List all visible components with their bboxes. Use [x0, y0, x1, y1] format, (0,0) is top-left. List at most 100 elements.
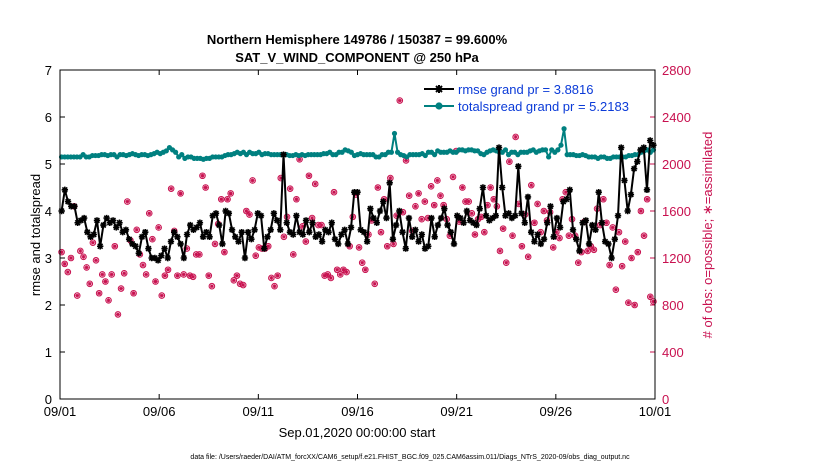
- rmse-point: [573, 236, 580, 243]
- obs-possible-point: [343, 268, 350, 276]
- obs-possible-point: [412, 203, 419, 210]
- rmse-point: [505, 210, 512, 217]
- obs-possible-point: [643, 195, 651, 203]
- obs-possible-point: [117, 285, 125, 292]
- y-left-tick-label: 1: [45, 345, 52, 360]
- rmse-point: [347, 224, 355, 231]
- obs-possible-point: [618, 262, 626, 270]
- obs-assimilated-point: [648, 294, 653, 299]
- rmse-point: [203, 228, 210, 236]
- obs-possible-point: [355, 244, 363, 251]
- rmse-point: [515, 163, 522, 170]
- rmse-point: [244, 228, 252, 236]
- rmse-point: [566, 186, 573, 194]
- obs-possible-point: [142, 271, 150, 278]
- obs-assimilated-point: [150, 237, 155, 242]
- obs-assimilated-point: [313, 181, 318, 186]
- obs-assimilated-point: [219, 197, 224, 202]
- obs-possible-point: [496, 247, 504, 255]
- x-tick-label: 10/01: [639, 404, 672, 419]
- obs-possible-point: [161, 272, 169, 279]
- rmse-point: [556, 224, 564, 231]
- rmse-point: [598, 219, 606, 226]
- obs-assimilated-point: [425, 216, 430, 221]
- obs-possible-point: [302, 238, 310, 245]
- obs-assimilated-point: [482, 230, 487, 235]
- rmse-point: [563, 196, 570, 203]
- obs-possible-point: [130, 289, 137, 297]
- obs-assimilated-point: [407, 193, 412, 198]
- rmse-point: [61, 186, 69, 194]
- rmse-point: [254, 210, 261, 217]
- rmse-point: [325, 228, 332, 236]
- obs-possible-point: [221, 248, 228, 256]
- obs-assimilated-point: [169, 186, 174, 191]
- obs-assimilated-point: [191, 274, 196, 279]
- rmse-point: [521, 219, 528, 226]
- obs-assimilated-point: [613, 287, 618, 292]
- obs-assimilated-point: [466, 199, 471, 204]
- obs-possible-point: [158, 292, 166, 299]
- obs-assimilated-point: [629, 256, 634, 260]
- obs-possible-point: [58, 248, 65, 256]
- obs-assimilated-point: [184, 246, 189, 251]
- rmse-point: [611, 236, 618, 243]
- obs-assimilated-point: [225, 197, 230, 202]
- y-left-tick-label: 3: [45, 251, 52, 266]
- obs-assimilated-point: [335, 267, 340, 272]
- obs-assimilated-point: [294, 197, 299, 202]
- obs-assimilated-point: [526, 254, 531, 259]
- obs-assimilated-point: [112, 244, 117, 249]
- obs-possible-point: [98, 271, 106, 278]
- obs-assimilated-point: [651, 299, 656, 304]
- rmse-point: [90, 231, 97, 238]
- obs-possible-point: [180, 271, 187, 278]
- obs-possible-point: [108, 271, 115, 278]
- obs-possible-point: [600, 195, 607, 203]
- obs-possible-point: [506, 158, 513, 165]
- obs-assimilated-point: [131, 291, 136, 296]
- obs-assimilated-point: [266, 244, 271, 249]
- obs-assimilated-point: [535, 201, 540, 206]
- obs-assimilated-point: [616, 230, 621, 235]
- obs-assimilated-point: [322, 273, 327, 278]
- obs-assimilated-point: [363, 267, 368, 272]
- rmse-point: [125, 236, 133, 243]
- y-right-tick-label: 2400: [662, 110, 691, 125]
- obs-assimilated-point: [635, 250, 640, 255]
- obs-possible-point: [67, 254, 75, 262]
- obs-possible-point: [418, 215, 425, 223]
- obs-possible-point: [124, 198, 131, 205]
- obs-assimilated-point: [416, 191, 421, 196]
- obs-assimilated-point: [541, 209, 546, 213]
- rmse-point: [309, 219, 316, 226]
- y-right-tick-label: 2000: [662, 157, 691, 172]
- obs-assimilated-point: [238, 281, 243, 286]
- rmse-point: [148, 254, 155, 262]
- rmse-point: [486, 217, 493, 224]
- obs-possible-point: [80, 253, 87, 261]
- obs-possible-point: [640, 232, 648, 239]
- obs-assimilated-point: [341, 267, 346, 272]
- obs-possible-point: [133, 226, 141, 234]
- obs-possible-point: [612, 286, 620, 294]
- obs-possible-point: [164, 266, 172, 274]
- rmse-point: [277, 226, 284, 233]
- obs-assimilated-point: [432, 203, 437, 208]
- rmse-point: [187, 221, 194, 229]
- obs-possible-point: [499, 225, 507, 232]
- obs-assimilated-point: [297, 157, 302, 162]
- obs-assimilated-point: [119, 286, 124, 291]
- rmse-point: [415, 238, 422, 245]
- rmse-point: [376, 207, 384, 215]
- rmse-point: [527, 228, 535, 236]
- rmse-point: [592, 226, 599, 233]
- rmse-point: [84, 228, 91, 236]
- obs-assimilated-point: [557, 236, 562, 241]
- obs-assimilated-point: [213, 241, 218, 246]
- y-left-tick-label: 0: [45, 392, 52, 407]
- rmse-point: [373, 219, 380, 226]
- rmse-point: [328, 219, 335, 226]
- obs-assimilated-point: [388, 176, 393, 181]
